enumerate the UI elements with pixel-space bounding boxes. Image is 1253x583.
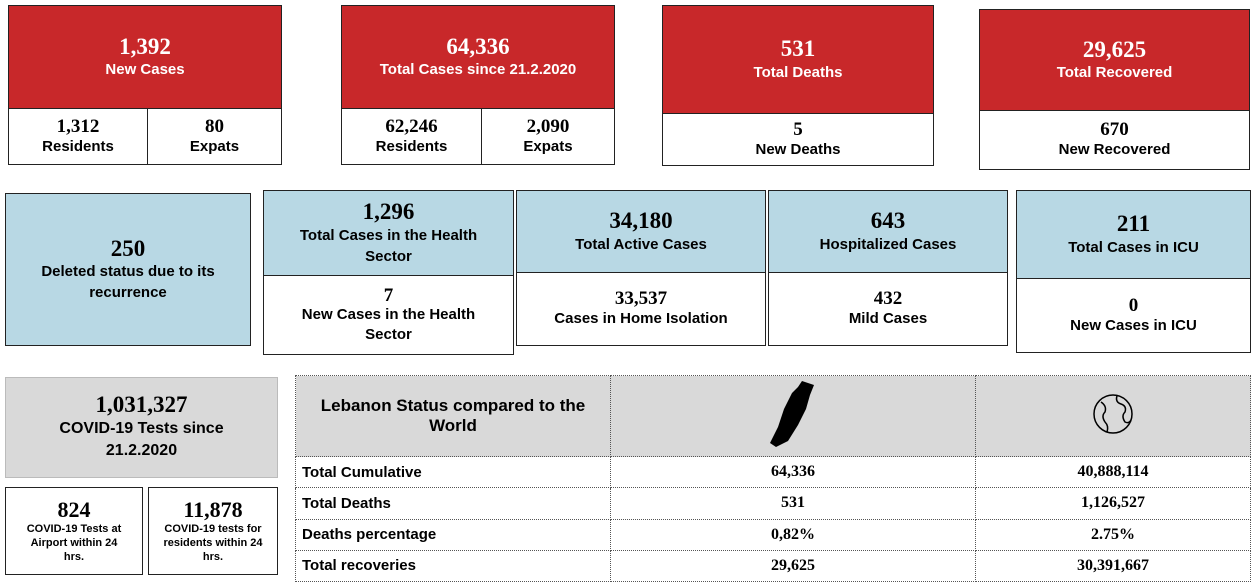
label: New Cases <box>105 61 185 79</box>
label: Expats <box>189 137 240 155</box>
value: 643 <box>870 208 906 234</box>
label: Total Cases in the Health Sector <box>299 226 478 265</box>
sub-card: 432 Mild Cases <box>768 272 1008 346</box>
label: Cases in Home Isolation <box>554 310 728 328</box>
card: 34,180 Total Active Cases <box>516 190 766 273</box>
sub-card: 33,537 Cases in Home Isolation <box>516 272 766 346</box>
card: 29,625 Total Recovered <box>979 9 1250 111</box>
value: 64,336 <box>446 33 510 59</box>
deleted-card: 250 Deleted status due to its recurrence <box>5 193 251 346</box>
value: 250 <box>110 235 146 261</box>
label: Residents <box>42 137 114 155</box>
world-value: 40,888,114 <box>975 455 1251 489</box>
lebanon-value: 29,625 <box>610 549 976 583</box>
value: 824 <box>57 497 91 523</box>
tests-card: 1,031,327 COVID-19 Tests since 21.2.2020 <box>5 377 278 478</box>
label: Residents <box>375 137 448 155</box>
world-value: 1,126,527 <box>975 487 1251 520</box>
label: New Recovered <box>1058 141 1171 159</box>
table-title: Lebanon Status compared to the World <box>320 396 586 435</box>
card: 211 Total Cases in ICU <box>1016 190 1251 279</box>
sub-card: 80 Expats <box>147 108 282 165</box>
value: 33,537 <box>614 288 668 310</box>
label: New Cases in ICU <box>1070 316 1197 334</box>
sub-card: 2,090 Expats <box>481 108 615 165</box>
card: 1,392 New Cases <box>8 5 282 109</box>
card: 64,336 Total Cases since 21.2.2020 <box>341 5 615 109</box>
row: Total recoveries 29,625 30,391,667 <box>295 549 1251 583</box>
row-label: Total Deaths <box>295 487 611 520</box>
label: Mild Cases <box>848 310 928 328</box>
label: New Cases in the Health Sector <box>301 306 476 343</box>
sub-card: 1,312 Residents <box>8 108 148 165</box>
label: Total Cases since 21.2.2020 <box>379 61 577 79</box>
row-label: Total Cumulative <box>295 455 611 489</box>
label: Total Deaths <box>753 63 843 81</box>
world-value: 2.75% <box>975 518 1251 551</box>
globe-icon <box>1093 394 1133 434</box>
label: Deleted status due to its recurrence <box>41 263 215 302</box>
label: Total Recovered <box>1056 64 1173 82</box>
value: 1,296 <box>362 199 415 225</box>
value: 11,878 <box>183 497 243 523</box>
card: 1,296 Total Cases in the Health Sector <box>263 190 514 276</box>
label: COVID-19 tests for residents within 24 h… <box>163 523 263 563</box>
value: 29,625 <box>1082 36 1147 62</box>
tests-sub: 824 COVID-19 Tests at Airport within 24 h… <box>5 487 143 575</box>
value: 5 <box>793 118 803 140</box>
sub-card: 7 New Cases in the Health Sector <box>263 275 514 355</box>
sub-card: 670 New Recovered <box>979 110 1250 170</box>
sub-card: 5 New Deaths <box>662 113 934 166</box>
value: 80 <box>205 115 224 137</box>
value: 1,392 <box>119 33 171 59</box>
value: 7 <box>383 284 394 306</box>
card: 643 Hospitalized Cases <box>768 190 1008 273</box>
header-cell <box>610 375 976 457</box>
card: 531 Total Deaths <box>662 5 934 114</box>
value: 432 <box>873 288 903 310</box>
comparison-table: Lebanon Status compared to the World Tot… <box>295 375 1251 583</box>
header-cell: Lebanon Status compared to the World <box>295 375 611 457</box>
lebanon-value: 531 <box>610 487 976 520</box>
world-value: 30,391,667 <box>975 549 1251 583</box>
sub-card: 0 New Cases in ICU <box>1016 278 1251 353</box>
label: Expats <box>523 137 573 155</box>
label: Hospitalized Cases <box>819 235 957 253</box>
value: 62,246 <box>385 115 438 137</box>
sub-card: 62,246 Residents <box>341 108 482 165</box>
header-row: Lebanon Status compared to the World <box>295 375 1251 457</box>
row-label: Total recoveries <box>295 549 611 583</box>
tests-sub: 11,878 COVID-19 tests for residents withi… <box>148 487 278 575</box>
label: New Deaths <box>755 140 841 158</box>
row: Deaths percentage 0,82% 2.75% <box>295 518 1251 551</box>
label: COVID-19 Tests at Airport within 24 hrs. <box>26 523 122 563</box>
label: Total Active Cases <box>575 235 707 253</box>
value: 0 <box>1128 294 1139 316</box>
label: COVID-19 Tests since 21.2.2020 <box>59 419 224 460</box>
lebanon-icon <box>770 381 814 447</box>
value: 531 <box>780 36 816 62</box>
lebanon-value: 64,336 <box>610 455 976 489</box>
value: 1,312 <box>56 115 100 137</box>
label: Total Cases in ICU <box>1068 238 1199 256</box>
value: 2,090 <box>526 115 570 137</box>
value: 211 <box>1116 211 1151 237</box>
value: 34,180 <box>609 208 673 234</box>
row: Total Cumulative 64,336 40,888,114 <box>295 455 1251 489</box>
header-cell <box>975 375 1251 457</box>
value: 1,031,327 <box>95 392 188 418</box>
lebanon-value: 0,82% <box>610 518 976 551</box>
row: Total Deaths 531 1,126,527 <box>295 487 1251 520</box>
row-label: Deaths percentage <box>295 518 611 551</box>
value: 670 <box>1100 119 1129 141</box>
